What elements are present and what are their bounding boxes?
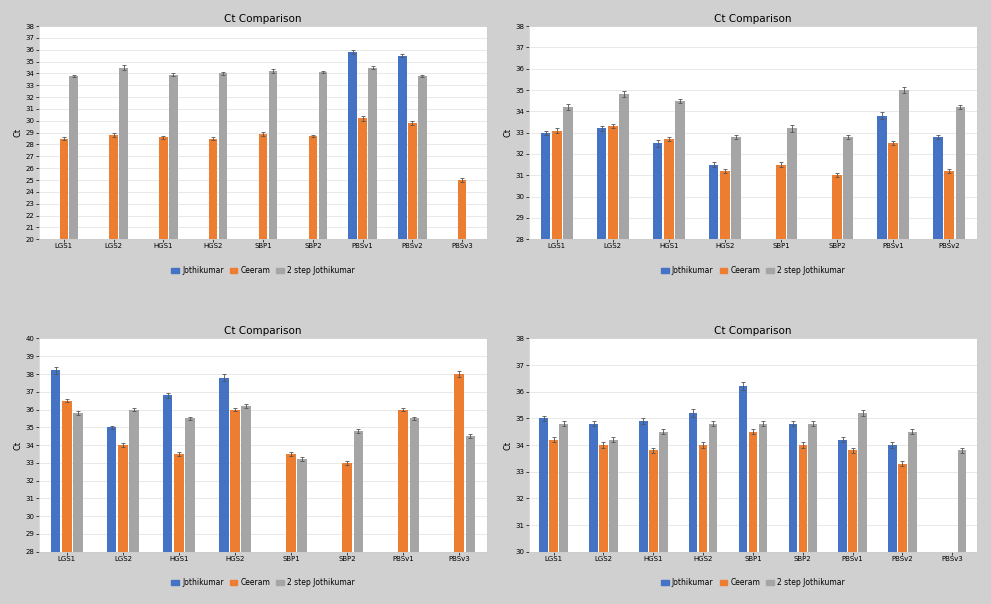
Bar	[731, 137, 741, 239]
Bar	[242, 406, 251, 551]
Bar	[69, 76, 78, 239]
Legend: Jothikumar, Ceeram, 2 step Jothikumar: Jothikumar, Ceeram, 2 step Jothikumar	[658, 576, 847, 591]
Bar	[408, 123, 416, 239]
Bar	[799, 445, 807, 551]
Bar	[597, 129, 606, 239]
Bar	[843, 137, 853, 239]
Bar	[832, 175, 841, 239]
Bar	[848, 451, 857, 551]
Bar	[738, 387, 747, 551]
Bar	[466, 436, 475, 551]
Bar	[689, 413, 698, 551]
Y-axis label: Ct: Ct	[503, 440, 512, 449]
Bar	[838, 440, 847, 551]
Bar	[609, 440, 617, 551]
Title: Ct Comparison: Ct Comparison	[224, 326, 301, 336]
Bar	[349, 52, 357, 239]
Bar	[600, 445, 607, 551]
Bar	[130, 410, 139, 551]
Bar	[230, 410, 240, 551]
Bar	[259, 134, 268, 239]
Title: Ct Comparison: Ct Comparison	[715, 14, 792, 24]
Bar	[619, 94, 629, 239]
Bar	[119, 68, 128, 239]
Legend: Jothikumar, Ceeram, 2 step Jothikumar: Jothikumar, Ceeram, 2 step Jothikumar	[658, 263, 847, 278]
Bar	[709, 165, 718, 239]
Bar	[163, 396, 172, 551]
Bar	[709, 424, 717, 551]
Bar	[308, 136, 317, 239]
Bar	[699, 445, 708, 551]
Bar	[776, 165, 786, 239]
Bar	[418, 76, 427, 239]
Bar	[174, 454, 183, 551]
Bar	[759, 424, 767, 551]
Bar	[590, 424, 598, 551]
Bar	[944, 171, 954, 239]
Bar	[185, 419, 195, 551]
Bar	[318, 72, 327, 239]
Bar	[908, 432, 917, 551]
Bar	[107, 427, 117, 551]
Bar	[608, 126, 617, 239]
Bar	[788, 129, 797, 239]
Bar	[269, 71, 277, 239]
Y-axis label: Ct: Ct	[503, 128, 512, 137]
Bar	[749, 432, 757, 551]
Bar	[297, 459, 307, 551]
Bar	[898, 464, 907, 551]
Bar	[958, 451, 966, 551]
Bar	[888, 143, 898, 239]
Bar	[160, 137, 167, 239]
Bar	[369, 68, 377, 239]
Title: Ct Comparison: Ct Comparison	[224, 14, 301, 24]
Bar	[51, 370, 60, 551]
Bar	[458, 180, 467, 239]
Bar	[858, 413, 867, 551]
Bar	[209, 138, 217, 239]
Bar	[934, 137, 942, 239]
Bar	[398, 56, 406, 239]
Bar	[455, 374, 464, 551]
Bar	[219, 378, 229, 551]
Title: Ct Comparison: Ct Comparison	[715, 326, 792, 336]
Bar	[109, 135, 118, 239]
Bar	[354, 431, 363, 551]
Bar	[398, 410, 408, 551]
Bar	[219, 74, 227, 239]
Bar	[659, 432, 668, 551]
Y-axis label: Ct: Ct	[14, 128, 23, 137]
Legend: Jothikumar, Ceeram, 2 step Jothikumar: Jothikumar, Ceeram, 2 step Jothikumar	[168, 263, 358, 278]
Bar	[541, 133, 550, 239]
Bar	[900, 90, 909, 239]
Bar	[118, 445, 128, 551]
Bar	[888, 445, 897, 551]
Bar	[649, 451, 658, 551]
Y-axis label: Ct: Ct	[14, 440, 23, 449]
Bar	[664, 139, 674, 239]
Bar	[639, 421, 647, 551]
Bar	[342, 463, 352, 551]
Legend: Jothikumar, Ceeram, 2 step Jothikumar: Jothikumar, Ceeram, 2 step Jothikumar	[168, 576, 358, 591]
Bar	[675, 101, 685, 239]
Bar	[809, 424, 817, 551]
Bar	[877, 115, 887, 239]
Bar	[789, 424, 797, 551]
Bar	[73, 413, 83, 551]
Bar	[62, 400, 71, 551]
Bar	[559, 424, 568, 551]
Bar	[286, 454, 295, 551]
Bar	[653, 143, 662, 239]
Bar	[59, 138, 68, 239]
Bar	[720, 171, 729, 239]
Bar	[549, 440, 558, 551]
Bar	[955, 107, 965, 239]
Bar	[563, 107, 573, 239]
Bar	[169, 75, 177, 239]
Bar	[409, 419, 419, 551]
Bar	[359, 118, 367, 239]
Bar	[552, 130, 562, 239]
Bar	[539, 419, 548, 551]
